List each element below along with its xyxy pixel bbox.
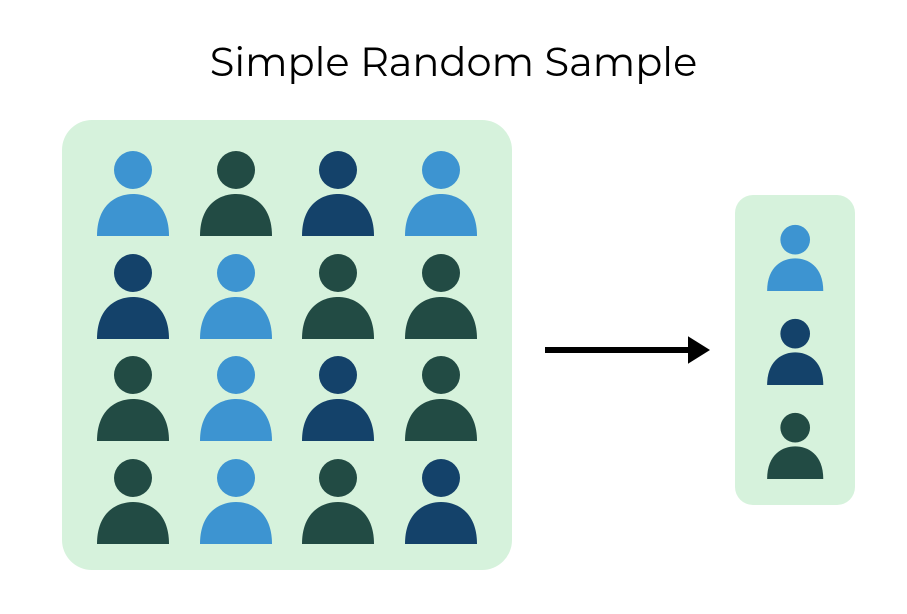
person-icon — [196, 351, 276, 441]
person-icon — [298, 351, 378, 441]
person-icon — [764, 315, 826, 385]
person-icon — [764, 221, 826, 291]
person-icon — [196, 454, 276, 544]
sample-panel — [735, 195, 855, 505]
person-icon — [401, 351, 481, 441]
person-icon — [401, 249, 481, 339]
person-icon — [298, 454, 378, 544]
person-icon — [93, 146, 173, 236]
person-icon — [93, 249, 173, 339]
person-icon — [298, 146, 378, 236]
person-icon — [401, 454, 481, 544]
person-icon — [93, 351, 173, 441]
arrow-icon — [519, 324, 736, 376]
person-icon — [401, 146, 481, 236]
person-icon — [764, 409, 826, 479]
person-icon — [196, 146, 276, 236]
population-panel — [62, 120, 512, 570]
person-icon — [196, 249, 276, 339]
person-icon — [93, 454, 173, 544]
person-icon — [298, 249, 378, 339]
diagram-title: Simple Random Sample — [0, 38, 907, 87]
